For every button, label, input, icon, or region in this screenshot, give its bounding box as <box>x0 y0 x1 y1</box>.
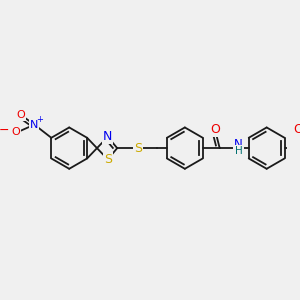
Text: S: S <box>134 142 142 154</box>
Text: O: O <box>17 110 26 120</box>
Text: N: N <box>103 130 112 143</box>
Text: −: − <box>0 124 10 137</box>
Text: S: S <box>104 153 112 166</box>
Text: O: O <box>293 123 300 136</box>
Text: N: N <box>234 138 243 151</box>
Text: N: N <box>30 120 39 130</box>
Text: O: O <box>11 127 20 137</box>
Text: O: O <box>210 123 220 136</box>
Text: H: H <box>235 146 242 156</box>
Text: +: + <box>37 116 44 124</box>
